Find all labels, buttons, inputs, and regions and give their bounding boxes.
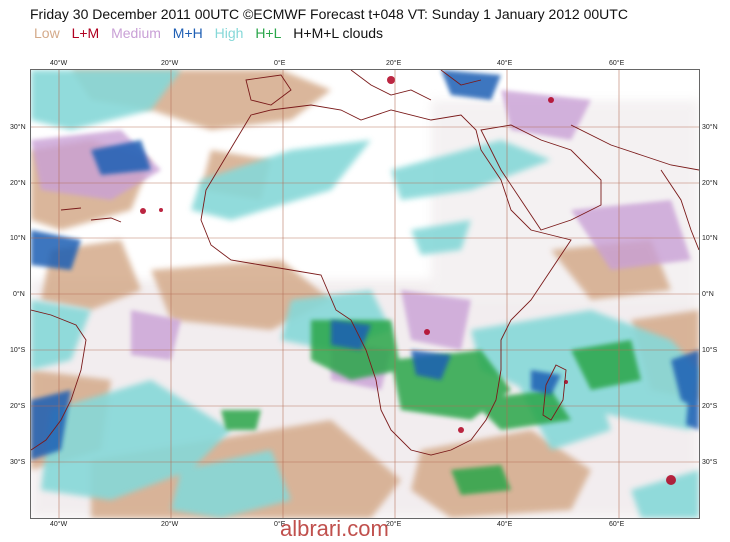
- lon-label-bottom-0e: 0°E: [274, 521, 286, 528]
- lat-label-right-10s: 10°S: [702, 347, 718, 354]
- lat-label-left-30s: 30°S: [10, 459, 26, 466]
- lon-label-top-40e: 40°E: [497, 60, 513, 67]
- legend-all-layers: H+M+L clouds: [293, 25, 384, 41]
- lat-label-left-10n: 10°N: [10, 235, 26, 242]
- medium-high-cloud-areas: [31, 70, 699, 460]
- lat-lon-grid: [31, 70, 699, 518]
- lat-label-right-20s: 20°S: [702, 403, 718, 410]
- lat-label-right-30n: 30°N: [702, 124, 718, 131]
- lat-label-left-10s: 10°S: [10, 347, 26, 354]
- lon-label-top-60e: 60°E: [609, 60, 625, 67]
- lat-label-left-0n: 0°N: [13, 291, 25, 298]
- lat-label-right-10n: 10°N: [702, 235, 718, 242]
- lat-label-left-20s: 20°S: [10, 403, 26, 410]
- cloud-legend: Low L+M Medium M+H High H+L H+M+L clouds: [34, 25, 391, 41]
- legend-low: Low: [34, 25, 60, 41]
- high-cloud-areas: [31, 70, 699, 518]
- lat-label-right-20n: 20°N: [702, 180, 718, 187]
- lon-label-bottom-40e: 40°E: [497, 521, 513, 528]
- coastlines: [31, 70, 699, 456]
- legend-high: High: [214, 25, 244, 41]
- legend-medium-high: M+H: [172, 25, 203, 41]
- legend-low-medium: L+M: [71, 25, 100, 41]
- lat-label-left-30n: 30°N: [10, 124, 26, 131]
- lat-label-right-30s: 30°S: [702, 459, 718, 466]
- legend-medium: Medium: [111, 25, 161, 41]
- lon-label-bottom-20e: 20°E: [386, 521, 402, 528]
- lon-label-top-0e: 0°E: [274, 60, 286, 67]
- lat-label-left-20n: 20°N: [10, 180, 26, 187]
- cloud-cover-map[interactable]: [30, 69, 700, 519]
- watermark-text: albrari.com: [280, 516, 389, 541]
- lon-label-bottom-20w: 20°W: [161, 521, 179, 528]
- map-title: Friday 30 December 2011 00UTC ©ECMWF For…: [30, 6, 628, 22]
- lon-label-top-40w: 40°W: [50, 60, 68, 67]
- lon-label-bottom-40w: 40°W: [50, 521, 68, 528]
- lon-label-bottom-60e: 60°E: [609, 521, 625, 528]
- legend-high-low: H+L: [255, 25, 282, 41]
- lat-label-right-0n: 0°N: [702, 291, 714, 298]
- low-medium-cloud-areas: [140, 76, 676, 485]
- lon-label-top-20e: 20°E: [386, 60, 402, 67]
- lon-label-top-20w: 20°W: [161, 60, 179, 67]
